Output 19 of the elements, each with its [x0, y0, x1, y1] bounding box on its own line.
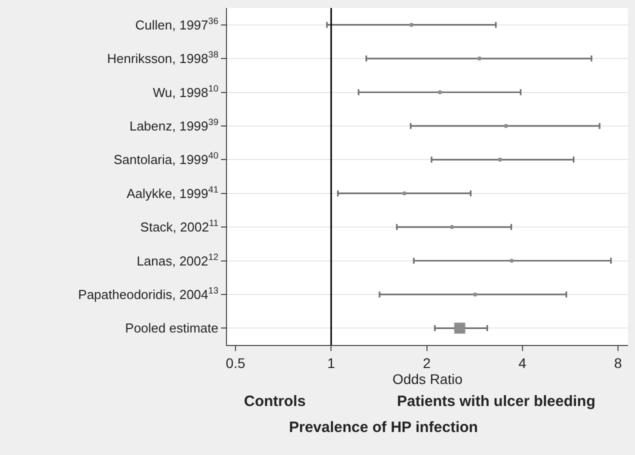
y-tick-label: Lanas, 2002$^{12}$ [136, 252, 218, 268]
y-tick-label: Stack, 2002$^{11}$ [140, 218, 218, 235]
x-tick-label: 4 [518, 354, 526, 371]
y-tick-label: Wu, 1998$^{10}$ [152, 83, 218, 100]
text: Prevalence of HP infection [289, 419, 478, 436]
x-axis-title: Odds Ratio [392, 370, 463, 387]
x-tick-label: 1 [327, 354, 336, 371]
y-tick-label: Labenz, 1999$^{39}$ [129, 117, 218, 134]
x-tick-label: 8 [614, 354, 622, 371]
y-tick-label: Papatheodoridis, 2004$^{13}$ [78, 286, 218, 302]
y-tick-label: Aalykke, 1999$^{41}$ [126, 184, 218, 201]
y-tick-label: Santolaria, 1999$^{40}$ [114, 150, 218, 168]
text: Patients with ulcer bleeding [397, 393, 596, 410]
x-tick-label: 2 [422, 354, 431, 371]
y-tick-label: Pooled estimate [125, 320, 218, 336]
y-tick-label: Henriksson, 1998$^{38}$ [107, 50, 218, 66]
y-tick-label: Cullen, 1997$^{36}$ [135, 16, 218, 32]
text: Controls [244, 393, 306, 410]
x-tick-label: 0.5 [226, 354, 246, 371]
